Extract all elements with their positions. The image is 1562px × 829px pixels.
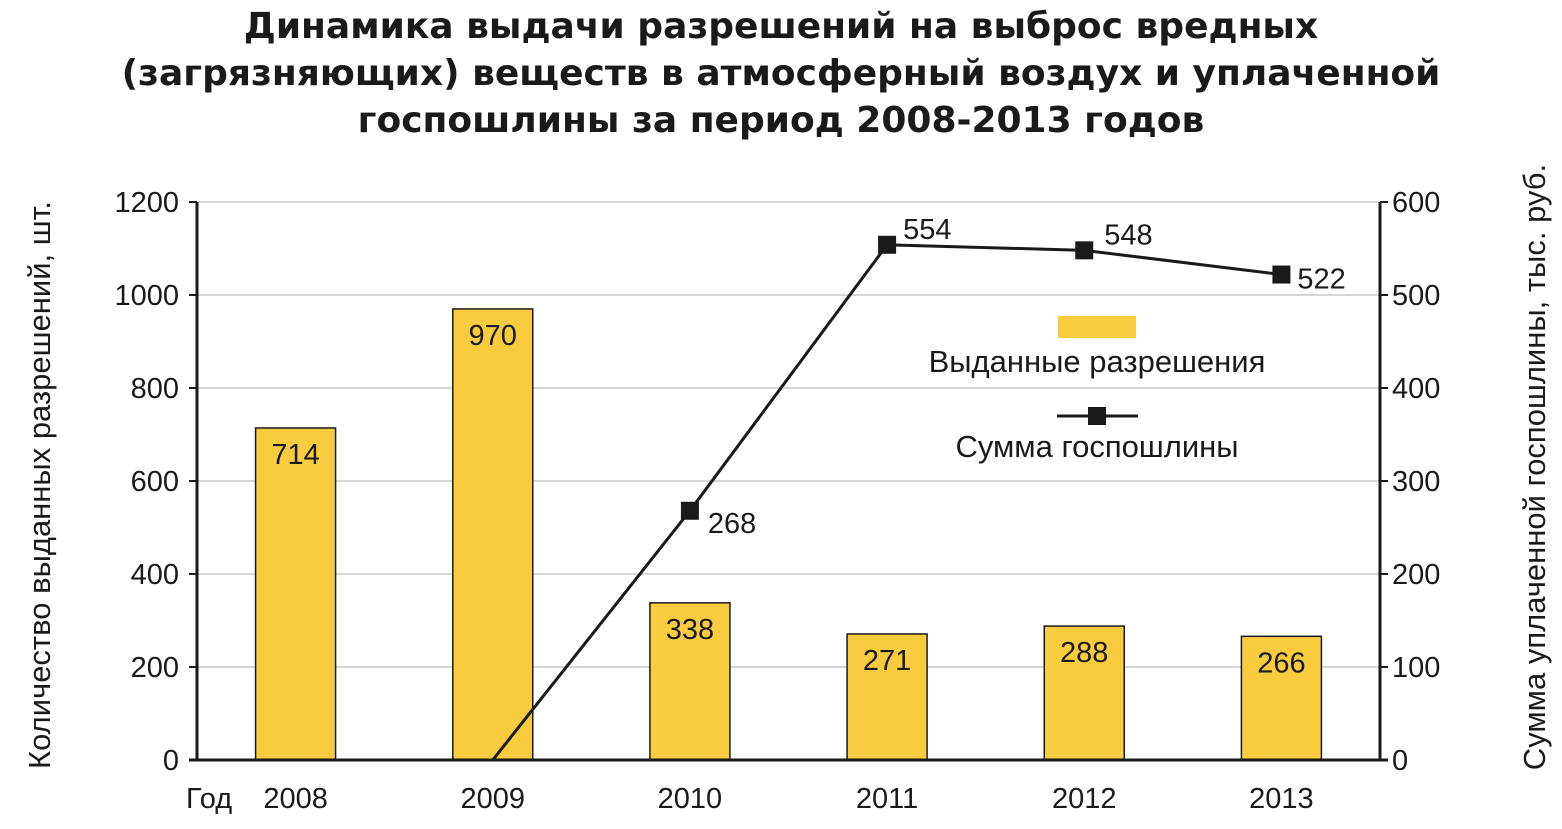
y-axis-right-title: Сумма уплаченной госпошлины, тыс. руб.	[1517, 164, 1552, 770]
y-right-tick-label: 500	[1392, 280, 1440, 312]
bar-value-label-2013: 266	[1257, 647, 1305, 679]
axes	[189, 201, 1388, 762]
y-axis-left-title: Количество выданных разрешений, шт.	[22, 201, 57, 769]
y-left-tick-label: 1000	[114, 280, 179, 312]
grid	[197, 201, 1380, 668]
y-right-tick-label: 100	[1392, 652, 1440, 684]
y-left-tick-label: 200	[131, 652, 179, 684]
legend-label-duty: Сумма госпошлины	[955, 429, 1238, 464]
x-tick-label-2009: 2009	[460, 783, 525, 815]
bar-value-label-2009: 970	[469, 320, 517, 352]
x-tick-label-2012: 2012	[1052, 783, 1117, 815]
y-left-tick-label: 400	[131, 559, 179, 591]
bar-value-label-2012: 288	[1060, 637, 1108, 669]
duty-point-2012	[1075, 241, 1094, 260]
chart-title-line-3: госпошлины за период 2008-2013 годов	[358, 100, 1205, 141]
tick-labels: 0 200 400 600 800 1000 1200 0 100 200 300 400 500 600…	[114, 187, 1440, 815]
y-right-tick-label: 300	[1392, 466, 1440, 498]
y-left-tick-label: 0	[163, 745, 179, 777]
duty-line-series: 268 554 548 522	[491, 214, 1346, 761]
duty-point-2013	[1272, 265, 1291, 284]
duty-point-2010	[680, 501, 699, 520]
legend: Выданные разрешения Сумма госпошлины	[929, 316, 1266, 464]
bar-value-label-2008: 714	[271, 439, 319, 471]
y-right-tick-label: 200	[1392, 559, 1440, 591]
duty-value-label-2012: 548	[1104, 219, 1152, 251]
duty-value-label-2010: 268	[708, 508, 756, 540]
x-tick-label-2013: 2013	[1249, 783, 1314, 815]
chart-title: Динамика выдачи разрешений на выброс вре…	[122, 6, 1441, 141]
y-left-tick-label: 1200	[114, 187, 179, 219]
bar-2010	[649, 602, 731, 761]
y-left-tick-label: 600	[131, 466, 179, 498]
y-right-tick-label: 0	[1392, 745, 1408, 777]
x-tick-label-2008: 2008	[263, 783, 328, 815]
x-tick-label-2011: 2011	[856, 783, 918, 815]
y-right-tick-label: 400	[1392, 373, 1440, 405]
legend-label-permits: Выданные разрешения	[929, 344, 1266, 379]
duty-value-label-2013: 522	[1297, 264, 1345, 296]
bar-2011	[846, 633, 928, 761]
x-tick-label-2010: 2010	[658, 783, 723, 815]
legend-swatch-duty-marker	[1088, 407, 1106, 425]
duty-point-2011	[878, 235, 897, 254]
chart-title-line-1: Динамика выдачи разрешений на выброс вре…	[244, 6, 1318, 47]
y-right-tick-label: 600	[1392, 187, 1440, 219]
bar-series: 714 970 338 271 288 266	[254, 308, 1323, 761]
bar-2008	[254, 427, 337, 761]
duty-value-label-2011: 554	[903, 214, 951, 246]
legend-swatch-permits	[1058, 316, 1136, 338]
chart-title-line-2: (загрязняющих) веществ в атмосферный воз…	[122, 53, 1441, 94]
y-left-tick-label: 800	[131, 373, 179, 405]
bar-2009	[452, 308, 534, 761]
bar-2012	[1043, 625, 1125, 761]
bar-value-label-2010: 338	[666, 614, 714, 646]
x-axis-prefix: Год	[186, 783, 232, 815]
bar-value-label-2011: 271	[863, 645, 911, 677]
